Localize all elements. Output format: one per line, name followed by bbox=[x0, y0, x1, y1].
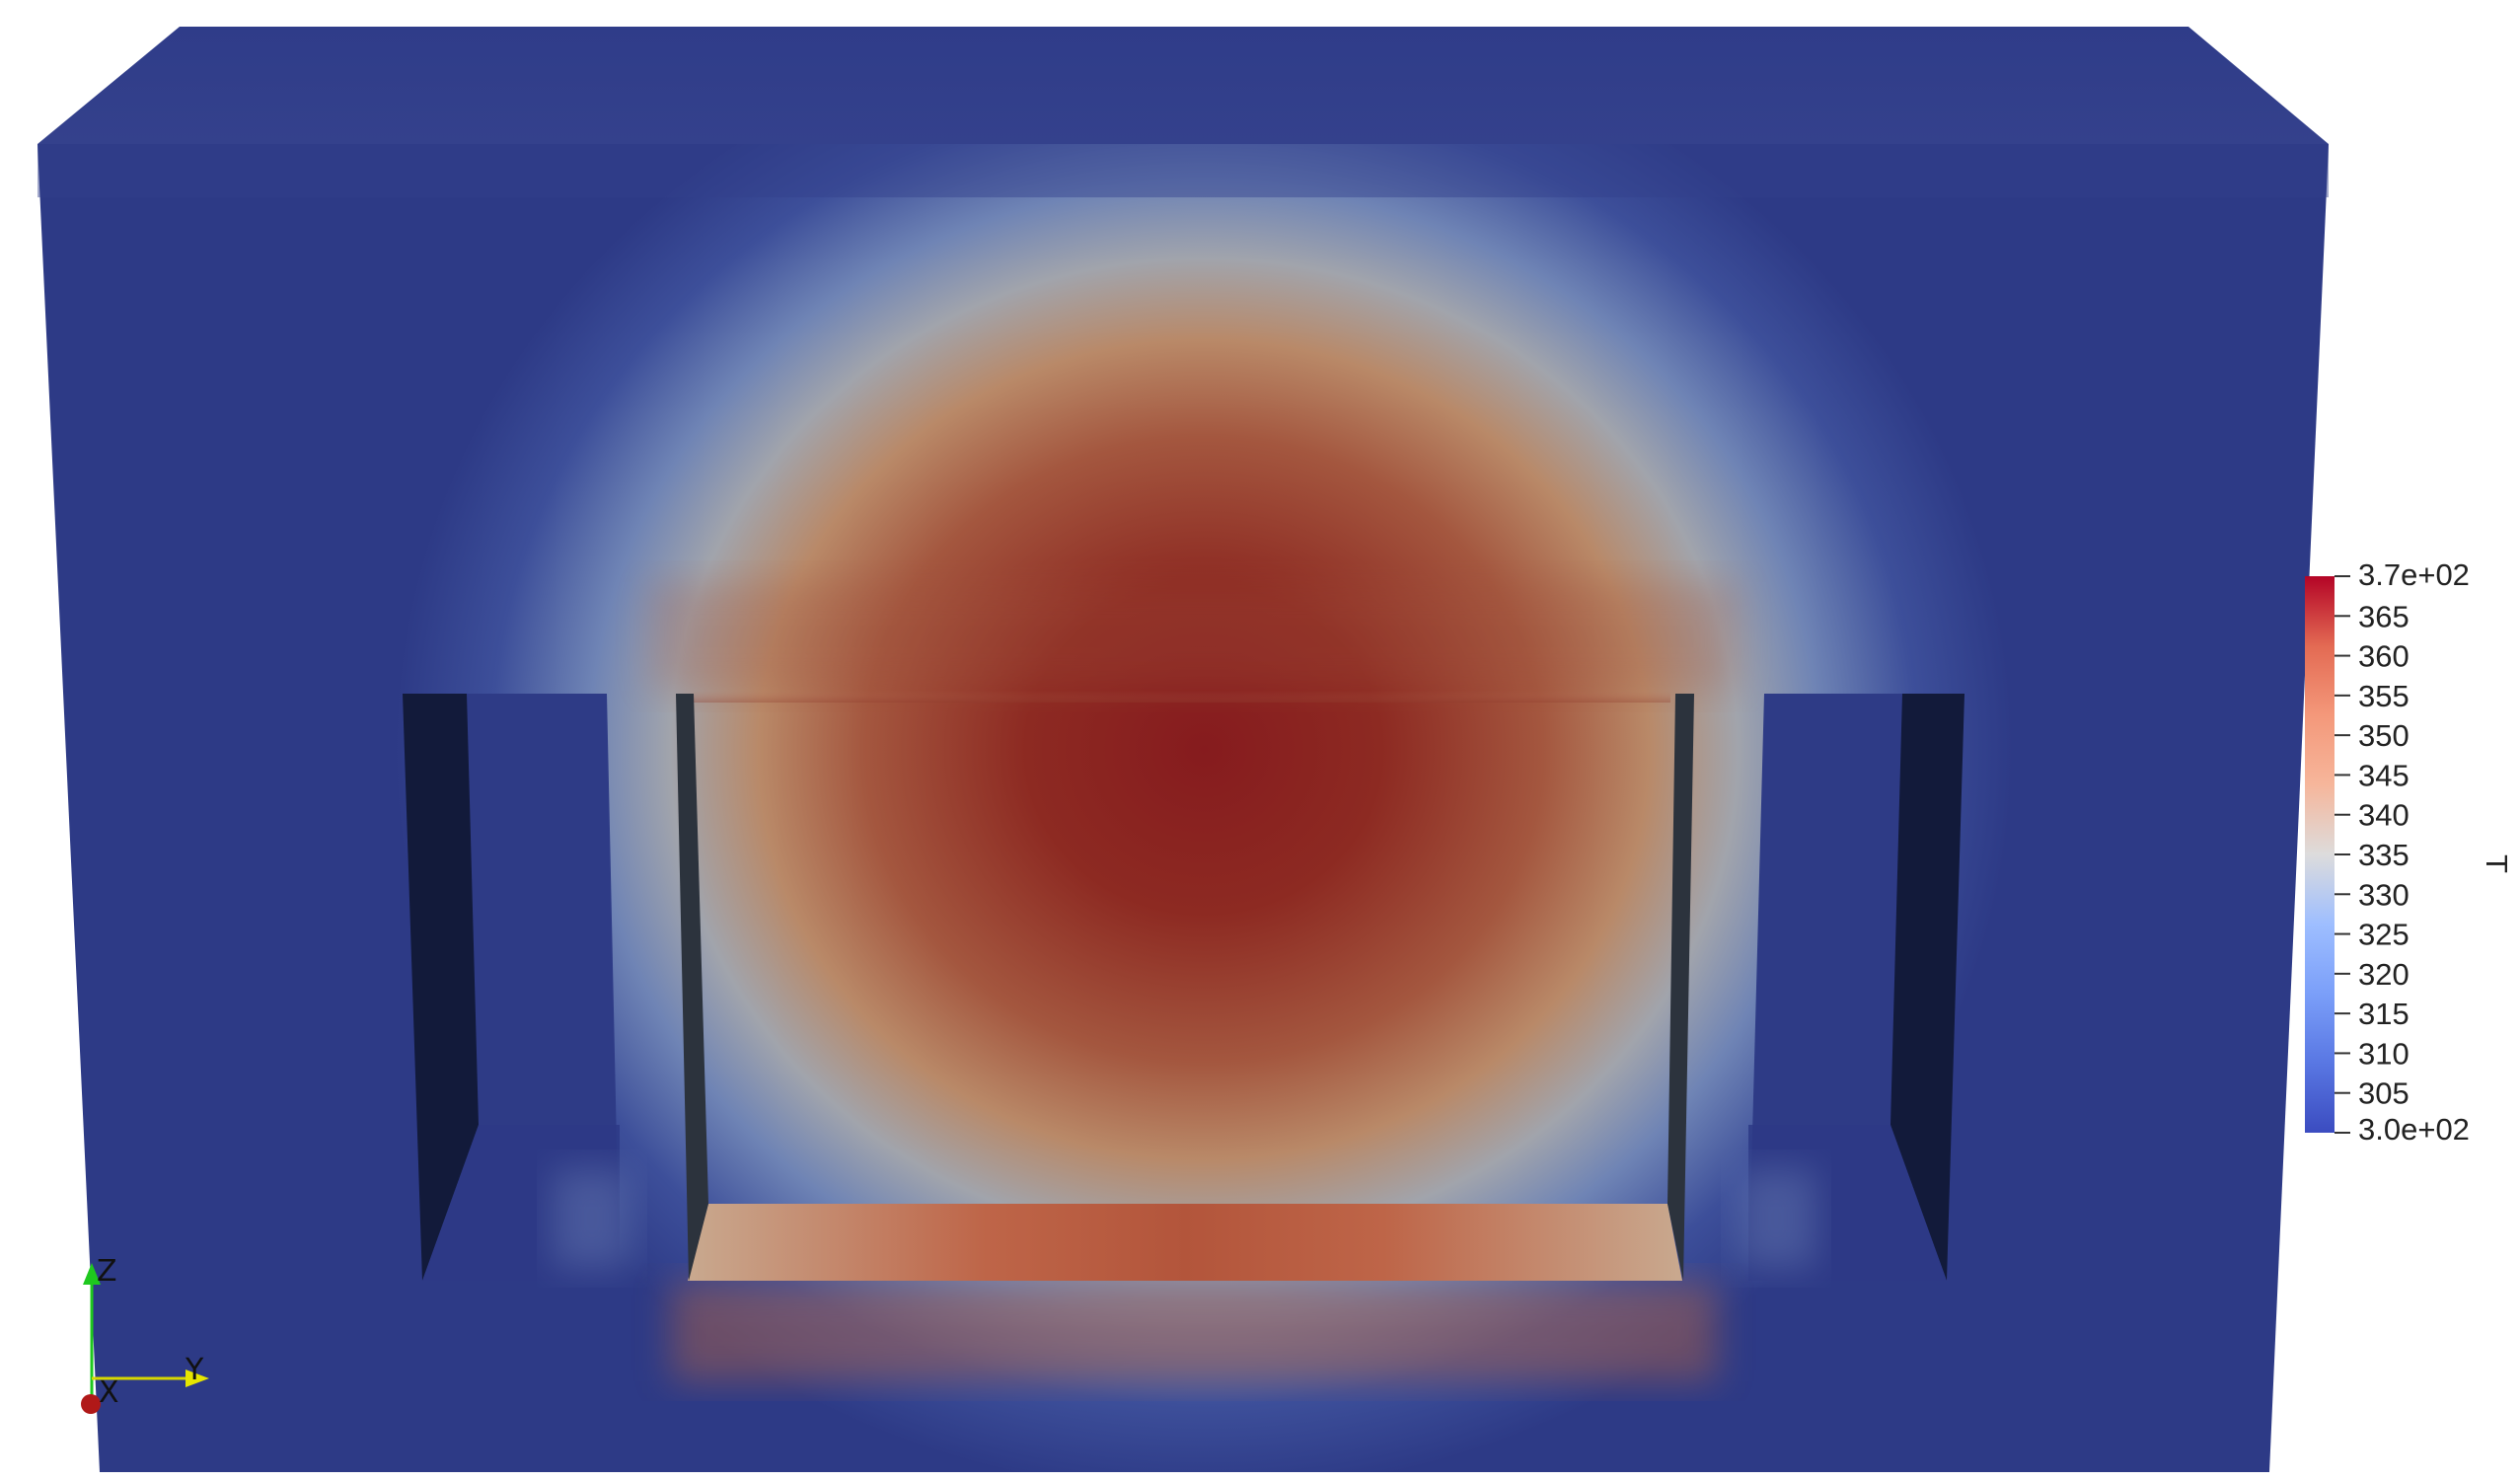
y-axis-label: Y bbox=[185, 1353, 204, 1387]
x-axis-marker bbox=[81, 1394, 101, 1414]
colorbar-min-label: 3.0e+02 bbox=[2358, 1112, 2470, 1147]
colorbar-tick-label: 335 bbox=[2358, 838, 2409, 872]
colorbar: 3.7e+02 3.0e+02 365 360 355 350 345 340 335 330… bbox=[2305, 557, 2514, 1147]
colorbar-tick-label: 320 bbox=[2358, 957, 2409, 992]
right-slot bbox=[1737, 694, 1964, 1281]
z-axis-arrow bbox=[83, 1263, 101, 1285]
colorbar-tick-label: 355 bbox=[2358, 679, 2409, 713]
left-slot bbox=[403, 694, 631, 1281]
colorbar-tick-label: 330 bbox=[2358, 877, 2409, 912]
colorbar-tick-label: 315 bbox=[2358, 997, 2409, 1031]
colorbar-tick-label: 350 bbox=[2358, 718, 2409, 753]
cavity-left-wall bbox=[676, 694, 708, 1281]
orientation-axes: Z Y X bbox=[81, 1254, 209, 1414]
colorbar-tick-label: 340 bbox=[2358, 798, 2409, 833]
z-axis-label: Z bbox=[97, 1254, 117, 1289]
colorbar-tick-label: 345 bbox=[2358, 758, 2409, 792]
colorbar-ticks: 365 360 355 350 345 340 335 330 325 320 315 310 305 bbox=[2335, 599, 2409, 1111]
cavity-right-wall bbox=[1668, 694, 1694, 1281]
colorbar-tick-label: 365 bbox=[2358, 599, 2409, 633]
colorbar-tick-label: 310 bbox=[2358, 1036, 2409, 1071]
box-top-face bbox=[37, 27, 2329, 144]
x-axis-label: X bbox=[99, 1375, 119, 1410]
central-cavity bbox=[651, 582, 1737, 1381]
colorbar-gradient bbox=[2305, 576, 2335, 1133]
colorbar-title: T bbox=[2480, 854, 2514, 873]
y-axis-arrow bbox=[185, 1370, 209, 1387]
colorbar-tick-label: 360 bbox=[2358, 639, 2409, 674]
colorbar-tick-label: 305 bbox=[2358, 1076, 2409, 1111]
colorbar-max-label: 3.7e+02 bbox=[2358, 557, 2470, 592]
colorbar-tick-label: 325 bbox=[2358, 918, 2409, 952]
